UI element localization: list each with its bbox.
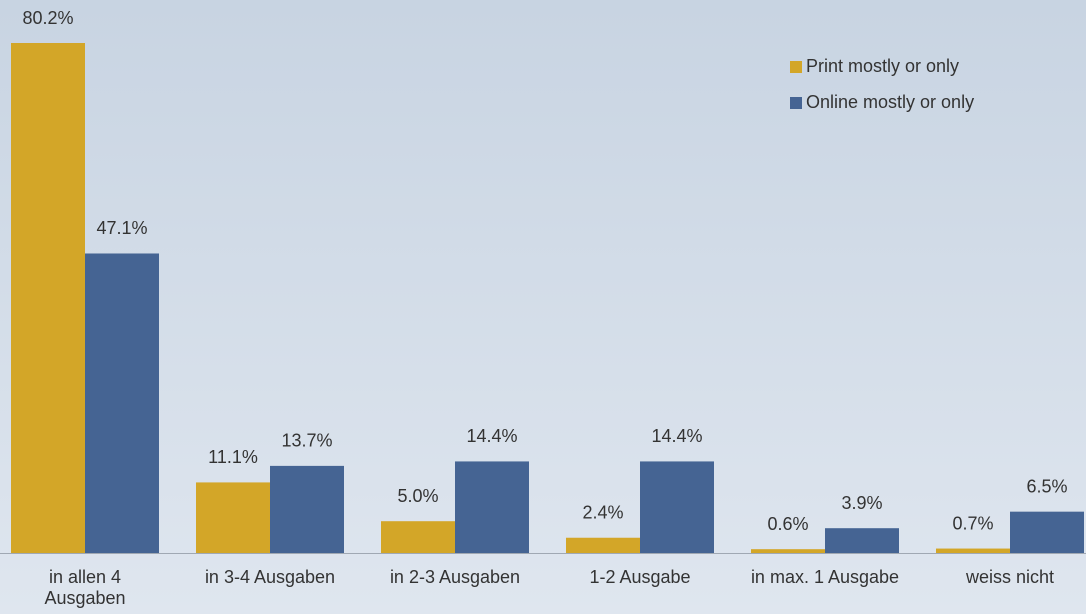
bar — [455, 461, 529, 553]
data-label: 47.1% — [96, 218, 147, 238]
bar — [381, 521, 455, 553]
data-label: 14.4% — [466, 426, 517, 446]
legend-label: Online mostly or only — [806, 92, 974, 112]
bar — [270, 465, 344, 553]
x-tick-label: in max. 1 Ausgabe — [750, 567, 900, 587]
bar — [751, 549, 825, 553]
bar — [640, 461, 714, 553]
legend-swatch — [790, 61, 802, 73]
bar — [825, 528, 899, 553]
data-label: 6.5% — [1026, 476, 1067, 496]
bar — [85, 253, 159, 554]
legend-swatch — [790, 97, 802, 109]
data-label: 13.7% — [281, 431, 332, 451]
bar — [196, 482, 270, 553]
data-label: 14.4% — [651, 426, 702, 446]
bar — [566, 537, 640, 553]
data-label: 0.7% — [952, 513, 993, 533]
x-tick-label: in allen 4 Ausgaben — [44, 567, 126, 608]
x-tick-label: 1-2 Ausgabe — [589, 567, 691, 587]
data-label: 80.2% — [22, 8, 73, 28]
data-label: 5.0% — [397, 486, 438, 506]
bar — [1010, 511, 1084, 553]
bar — [11, 43, 85, 553]
legend-label: Print mostly or only — [806, 56, 959, 76]
bar — [936, 548, 1010, 553]
x-tick-label: weiss nicht — [965, 567, 1055, 587]
data-label: 0.6% — [767, 514, 808, 534]
data-label: 3.9% — [841, 493, 882, 513]
data-label: 2.4% — [582, 502, 623, 522]
x-tick-label: in 2-3 Ausgaben — [389, 567, 521, 587]
data-label: 11.1% — [208, 447, 258, 467]
x-tick-label: in 3-4 Ausgaben — [204, 567, 336, 587]
